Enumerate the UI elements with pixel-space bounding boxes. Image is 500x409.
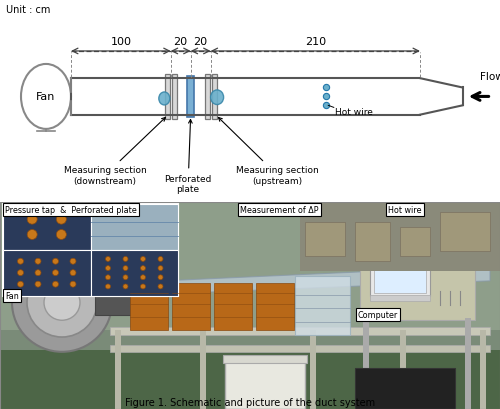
Bar	[360, 242, 475, 321]
Circle shape	[35, 258, 41, 265]
Text: Fan: Fan	[36, 92, 56, 102]
Circle shape	[158, 257, 163, 262]
Bar	[95, 281, 135, 316]
Circle shape	[106, 257, 110, 262]
Bar	[310, 330, 316, 409]
Bar	[355, 368, 455, 409]
Circle shape	[12, 254, 112, 352]
Bar	[295, 276, 350, 335]
Bar	[214, 283, 252, 330]
Circle shape	[158, 284, 163, 289]
Text: 20: 20	[174, 36, 188, 47]
Bar	[90, 204, 178, 250]
Text: Hot wire: Hot wire	[335, 107, 372, 116]
Bar	[0, 202, 500, 330]
Circle shape	[27, 215, 37, 225]
Circle shape	[56, 230, 66, 240]
Bar	[256, 283, 294, 330]
Text: Fan: Fan	[5, 291, 19, 300]
Bar	[212, 74, 216, 120]
Text: Flow: Flow	[480, 72, 500, 82]
Bar	[200, 330, 206, 409]
Circle shape	[140, 284, 145, 289]
Circle shape	[70, 270, 76, 276]
Bar	[374, 256, 426, 293]
Circle shape	[52, 258, 59, 265]
Text: Unit : cm: Unit : cm	[6, 5, 51, 15]
Circle shape	[123, 284, 128, 289]
Text: Perforated
plate: Perforated plate	[164, 120, 212, 193]
Bar	[3, 204, 178, 296]
Circle shape	[18, 281, 24, 288]
Text: Measuring section
(upstream): Measuring section (upstream)	[218, 118, 319, 185]
Bar	[204, 74, 210, 120]
Bar	[465, 319, 471, 409]
Bar	[400, 227, 430, 256]
Bar	[223, 355, 307, 363]
Circle shape	[140, 275, 145, 280]
Bar	[363, 319, 369, 409]
Circle shape	[35, 270, 41, 276]
Bar	[172, 283, 210, 330]
Polygon shape	[120, 266, 490, 296]
Bar	[225, 360, 305, 409]
Circle shape	[18, 258, 24, 265]
Bar	[480, 330, 486, 409]
Bar	[370, 295, 430, 301]
Text: Pressure tap  &  Perforated plate: Pressure tap & Perforated plate	[5, 205, 137, 214]
Bar	[0, 350, 500, 409]
Bar	[305, 222, 345, 256]
Bar	[110, 345, 490, 352]
Bar	[440, 212, 490, 252]
Circle shape	[123, 275, 128, 280]
Circle shape	[106, 275, 110, 280]
Text: 100: 100	[110, 36, 132, 47]
Circle shape	[52, 281, 59, 288]
Circle shape	[158, 275, 163, 280]
Circle shape	[106, 266, 110, 271]
Ellipse shape	[159, 93, 170, 106]
Bar	[165, 74, 170, 120]
Circle shape	[18, 270, 24, 276]
Text: Hot wire: Hot wire	[388, 205, 422, 214]
Circle shape	[27, 268, 97, 337]
Bar	[3, 250, 90, 296]
Circle shape	[106, 284, 110, 289]
Ellipse shape	[210, 91, 224, 105]
Bar	[172, 74, 177, 120]
Bar	[115, 330, 121, 409]
Bar	[110, 327, 490, 335]
Bar	[3, 204, 90, 250]
Bar	[300, 202, 500, 271]
Circle shape	[34, 226, 90, 281]
Text: 210: 210	[304, 36, 326, 47]
Circle shape	[56, 215, 66, 225]
Text: Computer: Computer	[358, 311, 398, 319]
Bar	[355, 222, 390, 261]
Text: Measuring section
(downstream): Measuring section (downstream)	[64, 118, 166, 185]
Circle shape	[140, 257, 145, 262]
Circle shape	[27, 230, 37, 240]
Circle shape	[70, 281, 76, 288]
Bar	[130, 283, 168, 330]
Bar	[370, 252, 430, 296]
Circle shape	[44, 285, 80, 321]
Text: 20: 20	[194, 36, 207, 47]
Circle shape	[158, 266, 163, 271]
Circle shape	[140, 266, 145, 271]
Bar	[90, 250, 178, 296]
Circle shape	[70, 258, 76, 265]
Bar	[400, 330, 406, 409]
Bar	[187, 77, 194, 117]
Circle shape	[123, 257, 128, 262]
Circle shape	[42, 234, 82, 273]
Text: Measurement of ΔP: Measurement of ΔP	[240, 205, 318, 214]
Circle shape	[52, 270, 59, 276]
Circle shape	[123, 266, 128, 271]
Circle shape	[35, 281, 41, 288]
Text: Figure 1. Schematic and picture of the duct system: Figure 1. Schematic and picture of the d…	[125, 397, 375, 407]
